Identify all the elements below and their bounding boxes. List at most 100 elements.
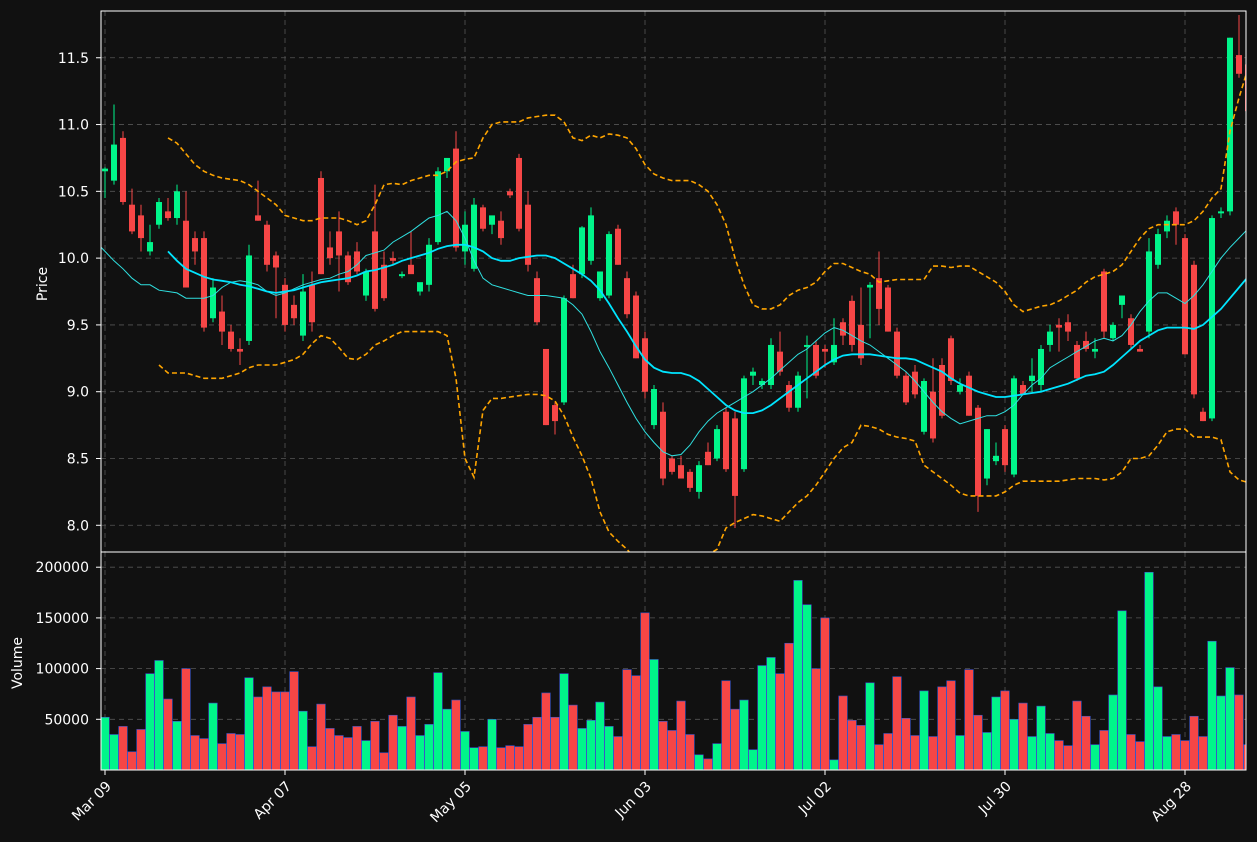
volume-bar — [379, 752, 389, 770]
volume-bar — [460, 731, 470, 770]
candle-body — [111, 144, 117, 181]
candle-body — [156, 202, 162, 225]
candle-body — [876, 278, 882, 309]
volume-bar — [694, 754, 704, 770]
volume-bar — [334, 735, 344, 770]
candle-body — [975, 407, 981, 496]
candle-body — [570, 274, 576, 299]
candle-body — [264, 224, 270, 265]
candle-body — [993, 455, 999, 462]
volume-bar — [1054, 740, 1064, 770]
candle-body — [894, 331, 900, 376]
candle-body — [615, 228, 621, 265]
candle-body — [1056, 324, 1062, 328]
candle-body — [309, 284, 315, 323]
candle-body — [1083, 340, 1089, 349]
candle-body — [741, 378, 747, 470]
candle-body — [732, 418, 738, 496]
candle-body — [435, 171, 441, 243]
volume-bar — [145, 673, 155, 770]
volume-bar — [397, 726, 407, 770]
candle-body — [129, 204, 135, 232]
volume-bar — [343, 737, 353, 770]
candle-body — [183, 220, 189, 288]
candle-body — [777, 351, 783, 372]
volume-bar — [451, 699, 461, 770]
candle-body — [849, 300, 855, 345]
candle-body — [966, 375, 972, 416]
volume-bar — [262, 686, 272, 770]
volume-bar — [325, 728, 335, 770]
volume-bar — [874, 744, 884, 770]
candle-body — [1020, 385, 1026, 395]
volume-bar — [604, 726, 614, 770]
volume-bar — [406, 696, 416, 770]
price-tick-label: 11.0 — [58, 118, 89, 134]
volume-bar — [1135, 741, 1145, 770]
volume-bar — [1234, 694, 1244, 770]
candle-body — [336, 231, 342, 256]
volume-bar — [613, 736, 623, 770]
candle-body — [390, 258, 396, 261]
candle-body — [921, 381, 927, 432]
candle-body — [246, 255, 252, 341]
volume-bar — [1009, 719, 1019, 770]
volume-bar — [883, 733, 893, 770]
price-tick-label: 8.0 — [67, 518, 89, 534]
volume-bar — [109, 734, 119, 770]
candle-body — [768, 344, 774, 386]
volume-bar — [433, 672, 443, 770]
candle-body — [885, 287, 891, 332]
candle-body — [552, 405, 558, 422]
candle-body — [1209, 218, 1215, 419]
candle-body — [804, 344, 810, 347]
volume-bar — [649, 659, 659, 770]
volume-bar — [190, 735, 200, 770]
volume-axis-label: Volume — [10, 637, 26, 689]
volume-bar — [415, 735, 425, 770]
candle-body — [633, 295, 639, 359]
volume-bar — [154, 660, 164, 770]
volume-bar — [1081, 715, 1091, 770]
bollinger-upper-line — [167, 72, 1246, 313]
candle-body — [696, 465, 702, 492]
candle-body — [480, 207, 486, 229]
volume-bar — [928, 736, 938, 770]
candle-body — [786, 385, 792, 408]
volume-bar — [586, 720, 596, 770]
candle-body — [948, 338, 954, 382]
volume-bar — [361, 740, 371, 770]
volume-tick-label: 200000 — [36, 560, 89, 576]
volume-bars-group — [101, 571, 1246, 770]
volume-bar — [856, 725, 866, 770]
candle-body — [255, 215, 261, 221]
volume-bar — [991, 696, 1001, 770]
volume-bar — [1108, 694, 1118, 770]
candle-body — [705, 451, 711, 466]
candle-body — [930, 391, 936, 439]
candle-body — [939, 364, 945, 416]
volume-bar — [307, 746, 317, 770]
volume-bar — [226, 733, 236, 770]
volume-bar — [829, 759, 839, 770]
candle-body — [1164, 220, 1170, 232]
volume-bar — [532, 716, 542, 770]
price-tick-label: 9.5 — [67, 318, 89, 334]
volume-bar — [640, 612, 650, 770]
volume-bar — [199, 738, 209, 770]
candle-body — [507, 191, 513, 196]
volume-bar — [1045, 733, 1055, 770]
candle-body — [660, 411, 666, 479]
candle-body — [327, 247, 333, 259]
candle-body — [1128, 318, 1134, 345]
volume-bar — [721, 680, 731, 770]
volume-bar — [559, 673, 569, 770]
candle-body — [237, 348, 243, 352]
volume-bar — [172, 721, 182, 770]
candle-body — [345, 255, 351, 283]
candle-body — [957, 385, 963, 392]
volume-bar — [811, 668, 821, 770]
candle-body — [903, 375, 909, 403]
volume-bar — [1225, 667, 1235, 770]
price-axis-label: Price — [35, 267, 51, 301]
